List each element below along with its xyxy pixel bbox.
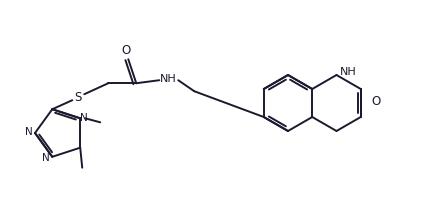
Text: N: N [80,113,88,123]
Text: NH: NH [160,74,177,84]
Text: N: N [25,127,33,137]
Text: O: O [122,44,131,57]
Text: N: N [42,153,50,163]
Text: S: S [74,91,82,104]
Text: O: O [371,94,380,107]
Text: NH: NH [340,67,357,77]
